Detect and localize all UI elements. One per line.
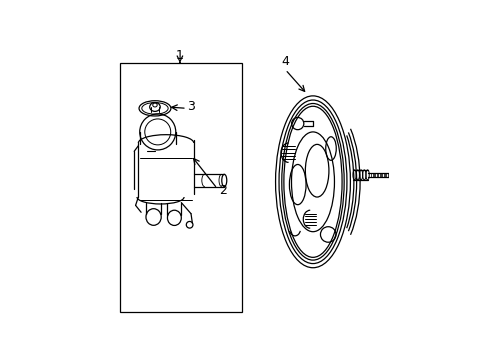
Text: 3: 3 [187, 100, 195, 113]
Text: 1: 1 [176, 49, 183, 62]
Bar [120, 63, 242, 312]
Text: 4: 4 [281, 55, 288, 68]
Text: 2: 2 [219, 184, 226, 197]
